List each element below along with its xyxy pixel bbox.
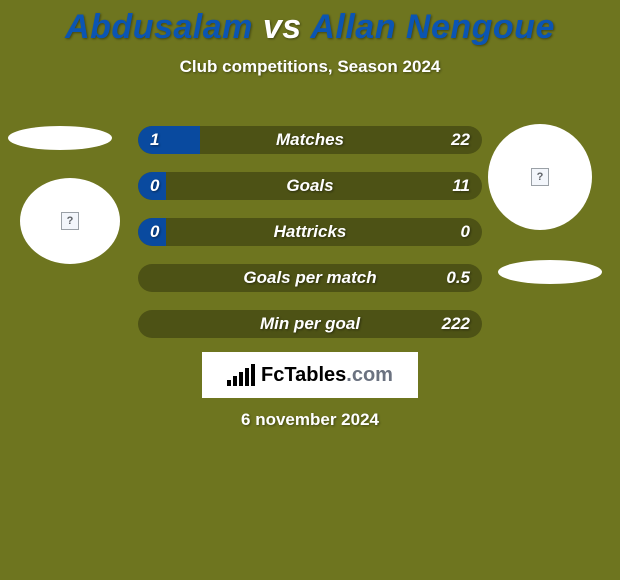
stat-bar: Min per goal222 (138, 310, 482, 338)
stat-bar: Matches122 (138, 126, 482, 154)
stat-bar-right-value: 0.5 (446, 268, 470, 288)
stat-bar-left-value: 0 (150, 222, 159, 242)
stat-bar-label: Min per goal (138, 314, 482, 334)
page: Abdusalam vs Allan Nengoue Club competit… (0, 0, 620, 580)
logo-text-main: FcTables (261, 364, 346, 386)
stat-bar: Goals per match0.5 (138, 264, 482, 292)
placeholder-icon: ? (531, 168, 549, 186)
stat-bar-left-value: 0 (150, 176, 159, 196)
player2-portrait: ? (488, 124, 592, 230)
stat-bar-right-value: 0 (461, 222, 470, 242)
player1-portrait: ? (20, 178, 120, 264)
comparison-bars: Matches122Goals011Hattricks00Goals per m… (138, 126, 482, 338)
stat-bar: Goals0 11 (138, 172, 482, 200)
decor-ellipse-left-top (8, 126, 112, 150)
stat-bar-label: Hattricks (138, 222, 482, 242)
decor-ellipse-right-bottom (498, 260, 602, 284)
stat-bar-right-value: 222 (442, 314, 470, 334)
page-title: Abdusalam vs Allan Nengoue (65, 8, 555, 47)
title-player2: Allan Nengoue (310, 8, 555, 46)
logo-chart-icon (227, 364, 255, 386)
subtitle: Club competitions, Season 2024 (180, 57, 441, 77)
stat-bar-label: Goals (138, 176, 482, 196)
stat-bar-left-value: 1 (150, 130, 159, 150)
body-area: ? ? Matches122Goals011Hattricks00Goals p… (0, 77, 620, 580)
stat-bar-right-value: 22 (451, 130, 470, 150)
logo-box: FcTables.com (202, 352, 418, 398)
stat-bar-label: Goals per match (138, 268, 482, 288)
placeholder-icon: ? (61, 212, 79, 230)
title-vs: vs (263, 8, 302, 46)
logo-text: FcTables.com (261, 364, 393, 387)
title-player1: Abdusalam (65, 8, 253, 46)
stat-bar-right-value: 11 (452, 176, 470, 196)
date-text: 6 november 2024 (241, 410, 379, 430)
stat-bar: Hattricks0 0 (138, 218, 482, 246)
logo-text-suffix: .com (346, 364, 393, 386)
stat-bar-fill (138, 126, 200, 154)
